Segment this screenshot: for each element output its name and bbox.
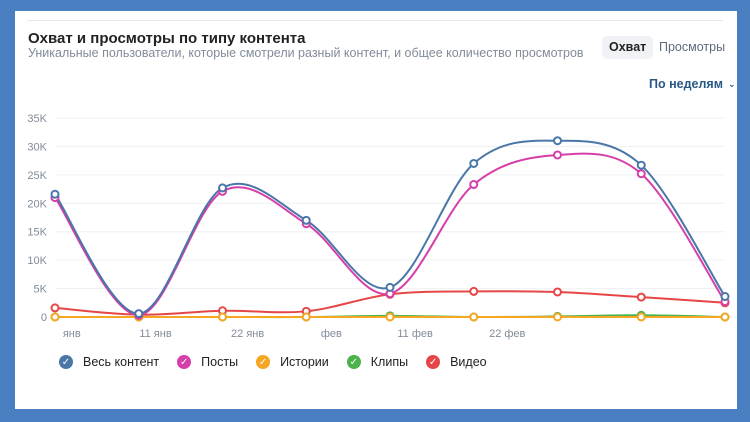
checkbox-icon: ✓	[59, 355, 73, 369]
data-point	[218, 183, 227, 193]
legend-item[interactable]: ✓ Истории	[256, 355, 329, 369]
data-point	[50, 303, 60, 313]
y-tick-label: 15K	[27, 227, 47, 239]
data-point	[134, 309, 144, 319]
data-point	[553, 287, 562, 297]
tab-views[interactable]: Просмотры	[659, 40, 726, 54]
data-point	[553, 312, 562, 322]
data-point	[553, 150, 562, 160]
data-point	[301, 312, 311, 322]
x-tick-label: янв	[63, 328, 81, 340]
chart-subtitle: Уникальные пользователи, которые смотрел…	[28, 46, 584, 60]
period-label: По неделям	[649, 77, 723, 91]
data-point	[50, 189, 60, 199]
data-point	[385, 282, 395, 292]
legend-label: Видео	[450, 355, 487, 369]
data-point	[469, 158, 479, 168]
data-point	[636, 169, 646, 179]
legend-item[interactable]: ✓ Посты	[177, 355, 238, 369]
x-tick-label: 22 фев	[489, 328, 525, 340]
series-line	[54, 152, 726, 317]
data-point	[301, 215, 311, 225]
data-point	[720, 312, 730, 322]
chart-card: Охват и просмотры по типу контента Уника…	[15, 11, 737, 409]
data-point	[50, 312, 60, 322]
data-point	[218, 312, 227, 322]
legend-label: Весь контент	[83, 355, 160, 369]
legend-item[interactable]: ✓ Весь контент	[59, 355, 159, 369]
checkbox-icon: ✓	[177, 355, 192, 369]
chart-title: Охват и просмотры по типу контента	[28, 30, 306, 47]
x-tick-label: 11 янв	[139, 328, 172, 340]
legend-label: Клипы	[370, 355, 409, 369]
legend-label: Посты	[201, 355, 239, 369]
tab-reach[interactable]: Охват	[602, 36, 654, 59]
data-point	[636, 160, 646, 170]
top-divider	[27, 20, 723, 21]
y-tick-label: 5K	[34, 284, 48, 296]
chevron-down-icon: ⌄	[727, 79, 736, 89]
y-tick-label: 10K	[27, 255, 47, 267]
series-line	[54, 139, 726, 315]
data-point	[636, 292, 646, 302]
checkbox-icon: ✓	[426, 355, 441, 369]
y-tick-label: 35K	[27, 113, 47, 125]
y-tick-label: 25K	[27, 170, 47, 182]
y-tick-label: 0	[41, 312, 47, 324]
data-point	[469, 180, 479, 190]
legend-item[interactable]: ✓ Видео	[426, 355, 487, 369]
data-point	[469, 312, 479, 322]
data-point	[469, 286, 479, 296]
x-tick-label: 11 фев	[397, 328, 433, 340]
y-tick-label: 30K	[27, 141, 47, 153]
period-dropdown[interactable]: По неделям ⌄	[649, 77, 736, 91]
data-point	[636, 312, 646, 322]
chart-legend: ✓ Весь контент ✓ Посты ✓ Истории ✓ Клипы ✓ Видео	[59, 351, 505, 373]
data-point	[553, 136, 562, 146]
checkbox-icon: ✓	[346, 355, 361, 369]
legend-label: Истории	[280, 355, 329, 369]
checkbox-icon: ✓	[256, 355, 271, 369]
y-tick-label: 20K	[27, 198, 47, 210]
data-point	[720, 292, 730, 302]
legend-item[interactable]: ✓ Клипы	[346, 355, 409, 369]
line-chart: 0 5K 10K 15K 20K 25K 30K 35K янв 11 янв 22 янв фев 1…	[27, 113, 730, 340]
x-tick-label: фев	[321, 328, 342, 340]
x-tick-label: 22 янв	[231, 328, 264, 340]
data-point	[385, 312, 395, 322]
